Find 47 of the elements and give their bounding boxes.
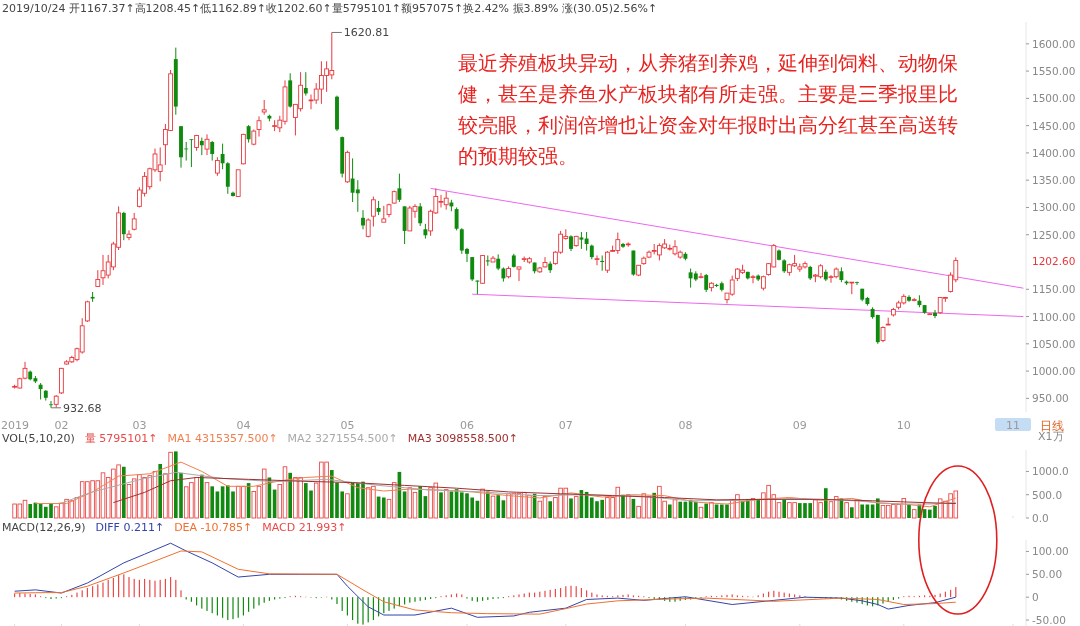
- y-tick-label: 100.00: [1032, 545, 1069, 558]
- x-tick-label: 02: [54, 419, 69, 432]
- y-tick-label: 0: [1032, 591, 1039, 604]
- x-tick-label: 03: [132, 419, 147, 432]
- x-tick-label: 06: [460, 419, 474, 432]
- y-tick-label: 1600.00: [1032, 37, 1076, 50]
- y-tick-label: 1550.00: [1032, 65, 1076, 78]
- y-tick-label: 950.00: [1032, 392, 1069, 405]
- x-tick-label: 04: [236, 419, 251, 432]
- text: MACD 21.993↑: [262, 521, 347, 534]
- series-label: DEA -10.785↑: [174, 521, 253, 534]
- y-tick-label: 1100.00: [1032, 310, 1076, 323]
- y-tick-label: 1250.00: [1032, 228, 1076, 241]
- y-tick-label: 1000.0: [1032, 465, 1069, 478]
- y-tick-label: 1500.00: [1032, 92, 1076, 105]
- text: MA2 3271554.500↑: [287, 432, 398, 445]
- series-label: 量 5795101↑: [84, 432, 158, 445]
- chart-title: VOL(5,10,20): [2, 432, 75, 445]
- y-tick-label: 500.0: [1032, 488, 1063, 501]
- y-axis-title: X1万: [1038, 430, 1064, 443]
- y-tick-label: 1300.00: [1032, 201, 1076, 214]
- y-tick-label: -50.00: [1032, 614, 1066, 626]
- text: 日线: [1040, 419, 1064, 433]
- annotation: 1620.81: [343, 26, 390, 40]
- y-tick-label: 1400.00: [1032, 146, 1076, 159]
- text: MA3 3098558.500↑: [407, 432, 519, 445]
- x-tick-label: 10: [896, 419, 911, 432]
- series-label: MA1 4315357.500↑: [167, 432, 278, 445]
- chart-title: 2019/10/24 开1167.37↑高1208.45↑低1162.89↑收1202.60↑量5795101↑额957075↑换2.42% 振3.89% 涨(30.05)2.56%↑: [2, 2, 658, 15]
- x-tick-label: 2019: [1, 419, 29, 432]
- x-tick-label: 07: [558, 419, 573, 432]
- y-tick-label: 0.0: [1032, 512, 1049, 524]
- y-tick-label: 1350.00: [1032, 174, 1076, 187]
- text: 1202.60: [1032, 254, 1076, 267]
- y-tick-label: 1050.00: [1032, 337, 1076, 350]
- y-tick-label: 1000.00: [1032, 365, 1076, 378]
- annotation: 932.68: [63, 401, 102, 415]
- x-tick-label: 05: [340, 419, 355, 432]
- series-label: DIFF 0.211↑: [95, 521, 165, 534]
- y-tick-label: 1450.00: [1032, 119, 1076, 132]
- x-tick-label: 09: [792, 419, 807, 432]
- x-tick-label: 11: [1006, 419, 1020, 432]
- y-tick-label: 50.00: [1032, 568, 1063, 581]
- annotation: 最近养殖板块异动，从养猪到养鸡，延伸到饲料、动物保健，甚至是养鱼水产板块都有所走强。主要是三季报里比较亮眼，利润倍增也让资金对年报时出高分红甚至高送转的预期较强。: [458, 51, 958, 168]
- x-tick-label: 08: [678, 419, 693, 432]
- chart-title: MACD(12,26,9): [2, 521, 86, 534]
- y-tick-label: 1150.00: [1032, 283, 1076, 296]
